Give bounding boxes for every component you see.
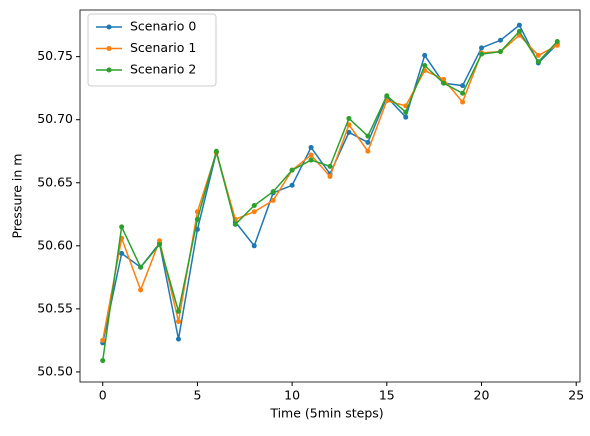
point	[232, 221, 238, 227]
x-tick-label: 10	[284, 388, 300, 403]
point	[251, 243, 257, 249]
point	[365, 148, 371, 154]
point	[516, 22, 522, 28]
x-tick-label: 15	[379, 388, 395, 403]
point	[308, 157, 314, 163]
point	[365, 139, 371, 145]
point	[497, 49, 503, 55]
point	[422, 52, 428, 58]
point	[100, 337, 106, 343]
legend-marker	[106, 46, 112, 51]
legend-label: Scenario 1	[130, 40, 196, 55]
point	[270, 197, 276, 203]
y-tick-label: 50.75	[37, 48, 73, 63]
point	[175, 336, 181, 342]
point	[460, 83, 466, 89]
point	[157, 238, 163, 244]
point	[327, 173, 333, 179]
legend-marker	[106, 67, 112, 73]
point	[497, 37, 503, 43]
point	[346, 115, 352, 121]
point	[100, 358, 106, 364]
point	[119, 250, 125, 256]
point	[535, 52, 541, 58]
point	[535, 59, 541, 65]
point	[251, 209, 257, 215]
point	[554, 39, 560, 45]
y-tick-label: 50.70	[37, 111, 73, 126]
point	[119, 224, 125, 230]
point	[289, 167, 295, 173]
point	[289, 182, 295, 188]
point	[157, 242, 163, 248]
point	[516, 28, 522, 34]
point	[403, 114, 409, 120]
point	[308, 152, 314, 158]
x-tick-label: 20	[474, 388, 490, 403]
point	[479, 45, 485, 51]
point	[460, 99, 466, 105]
point	[365, 133, 371, 139]
y-axis-label: Pressure in m	[10, 154, 25, 239]
x-tick-label: 5	[193, 388, 201, 403]
point	[554, 42, 560, 48]
legend-label: Scenario 2	[130, 62, 196, 77]
point	[138, 287, 144, 293]
point	[479, 51, 485, 57]
legend-label: Scenario 0	[130, 19, 196, 34]
x-axis-label: Time (5min steps)	[269, 406, 383, 421]
point	[441, 80, 447, 86]
point	[460, 90, 466, 96]
point	[441, 76, 447, 82]
legend-marker	[106, 24, 112, 30]
point	[175, 318, 181, 324]
point	[194, 216, 200, 222]
plot-frame	[79, 9, 581, 383]
y-tick-label: 50.50	[37, 363, 73, 378]
point	[308, 144, 314, 150]
x-tick-label: 0	[99, 388, 107, 403]
legend-box	[87, 13, 217, 87]
point	[138, 264, 144, 270]
point	[403, 109, 409, 115]
y-tick-label: 50.55	[37, 300, 73, 315]
point	[175, 308, 181, 314]
point	[422, 62, 428, 68]
point	[270, 189, 276, 195]
y-tick-label: 50.60	[37, 237, 73, 252]
point	[384, 93, 390, 99]
point	[346, 129, 352, 135]
point	[213, 148, 219, 154]
point	[327, 163, 333, 169]
point	[251, 202, 257, 208]
y-tick-label: 50.65	[37, 174, 73, 189]
x-tick-label: 25	[568, 388, 584, 403]
